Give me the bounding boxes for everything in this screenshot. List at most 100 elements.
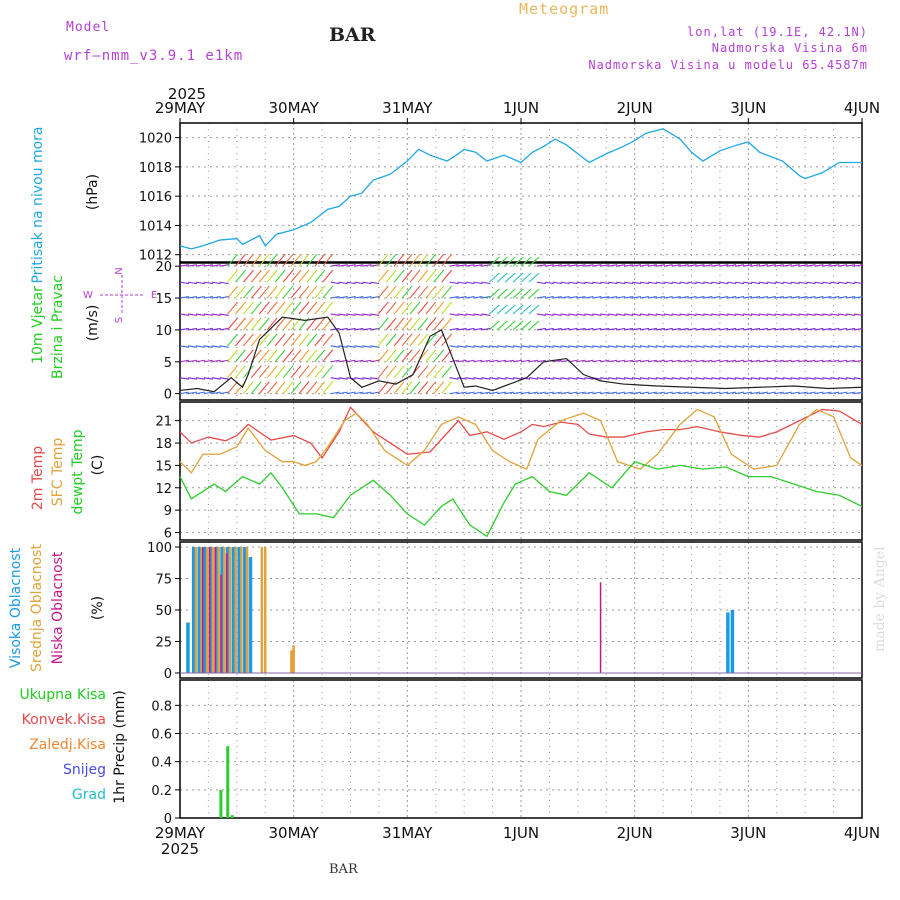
wind-arrow bbox=[211, 377, 221, 380]
wind-arrow bbox=[790, 377, 800, 380]
wind-arrow bbox=[250, 253, 262, 267]
wind-arrow bbox=[735, 296, 745, 299]
wind-arrow bbox=[846, 377, 856, 380]
wind-arrow bbox=[663, 391, 673, 395]
y-tick-label: 0 bbox=[164, 667, 172, 682]
wind-arrow bbox=[750, 281, 761, 285]
wind-arrow bbox=[592, 264, 602, 267]
wind-arrow bbox=[250, 285, 262, 299]
wind-arrow bbox=[409, 381, 421, 394]
wind-arrow bbox=[838, 391, 848, 395]
wind-arrow bbox=[608, 327, 618, 331]
wind-arrow bbox=[695, 264, 705, 267]
wind-arrow bbox=[647, 313, 657, 317]
wind-arrow bbox=[766, 296, 776, 299]
wind-arrow bbox=[853, 281, 864, 285]
wind-arrow bbox=[362, 281, 372, 285]
wind-arrow bbox=[496, 304, 508, 315]
wind-arrow bbox=[838, 264, 848, 267]
wind-arrow bbox=[727, 359, 737, 363]
wind-arrow bbox=[671, 391, 681, 395]
wind-arrow bbox=[512, 256, 524, 267]
wind-arrow bbox=[814, 281, 824, 285]
wind-arrow bbox=[671, 313, 681, 317]
wind-arrow bbox=[528, 288, 540, 299]
cloud-bar bbox=[248, 557, 253, 673]
wind-arrow bbox=[401, 349, 413, 363]
wind-arrow bbox=[211, 313, 221, 317]
wind-arrow bbox=[687, 377, 697, 380]
wind-arrow bbox=[179, 264, 190, 267]
wind-arrow bbox=[806, 281, 816, 285]
cloud-bar bbox=[200, 547, 203, 673]
wind-arrow bbox=[306, 269, 318, 283]
wind-arrow bbox=[258, 381, 270, 394]
y-tick-label: 0 bbox=[164, 388, 172, 403]
wind-arrow bbox=[592, 327, 602, 331]
wind-arrow bbox=[187, 264, 198, 267]
wind-arrow bbox=[806, 359, 816, 363]
wind-arrow bbox=[306, 333, 318, 347]
wind-arrow bbox=[703, 359, 713, 363]
wind-arrow bbox=[853, 391, 864, 395]
wind-arrow bbox=[727, 377, 737, 380]
wind-arrow bbox=[846, 296, 856, 299]
wind-arrow bbox=[766, 281, 776, 285]
wind-arrow bbox=[806, 327, 816, 331]
wind-arrow bbox=[616, 359, 626, 363]
wind-arrow bbox=[227, 269, 239, 283]
wind-arrow bbox=[488, 320, 500, 331]
wind-arrow bbox=[536, 345, 546, 348]
wind-arrow bbox=[401, 285, 413, 299]
wind-arrow bbox=[465, 359, 475, 363]
wind-arrow bbox=[441, 333, 453, 347]
wind-arrow bbox=[774, 391, 784, 395]
wind-arrow bbox=[417, 301, 429, 315]
wind-arrow bbox=[766, 359, 776, 363]
wind-arrow bbox=[695, 377, 705, 380]
x-tick-label-bottom: 3JUN bbox=[730, 824, 766, 842]
wind-arrow bbox=[600, 359, 610, 363]
wind-arrow bbox=[219, 391, 229, 395]
wind-arrow bbox=[663, 313, 673, 317]
wind-arrow bbox=[735, 345, 745, 348]
x-tick-label-top: 4JUN bbox=[844, 99, 880, 117]
wind-arrow bbox=[211, 345, 221, 348]
x-tick-label-bottom: 29MAY bbox=[155, 824, 206, 842]
wind-arrow bbox=[354, 377, 364, 380]
wind-arrow bbox=[853, 264, 864, 267]
wind-arrow bbox=[211, 359, 221, 363]
cloud-bar bbox=[223, 547, 226, 673]
wind-arrow bbox=[584, 313, 594, 317]
wind-arrow bbox=[584, 359, 594, 363]
wind-arrow bbox=[647, 391, 657, 395]
wind-arrow bbox=[687, 281, 697, 285]
wind-arrow bbox=[409, 269, 421, 283]
wind-arrow bbox=[179, 377, 190, 380]
wind-arrow bbox=[298, 381, 310, 394]
wind-arrow bbox=[187, 391, 198, 395]
wind-arrow bbox=[838, 359, 848, 363]
y-tick-label: 50 bbox=[155, 604, 172, 619]
wind-arrow bbox=[584, 345, 594, 348]
wind-arrow bbox=[330, 281, 340, 285]
wind-arrow bbox=[258, 333, 270, 347]
cloud-bar bbox=[217, 547, 220, 673]
wind-arrow bbox=[219, 313, 229, 317]
wind-arrow bbox=[512, 320, 524, 331]
wind-arrow bbox=[655, 313, 665, 317]
wind-arrow bbox=[449, 391, 459, 395]
wind-arrow bbox=[219, 377, 229, 380]
wind-arrow bbox=[187, 327, 198, 331]
wind-arrow bbox=[266, 349, 278, 363]
wind-arrow bbox=[814, 359, 824, 363]
wind-arrow bbox=[560, 264, 570, 267]
wind-arrow bbox=[758, 264, 768, 267]
wind-arrow bbox=[290, 365, 302, 379]
wind-arrow bbox=[473, 391, 483, 395]
wind-arrow bbox=[647, 264, 657, 267]
wind-arrow bbox=[425, 253, 437, 267]
wind-arrow bbox=[758, 391, 768, 395]
wind-arrow bbox=[822, 391, 832, 395]
wind-arrow bbox=[735, 281, 745, 285]
